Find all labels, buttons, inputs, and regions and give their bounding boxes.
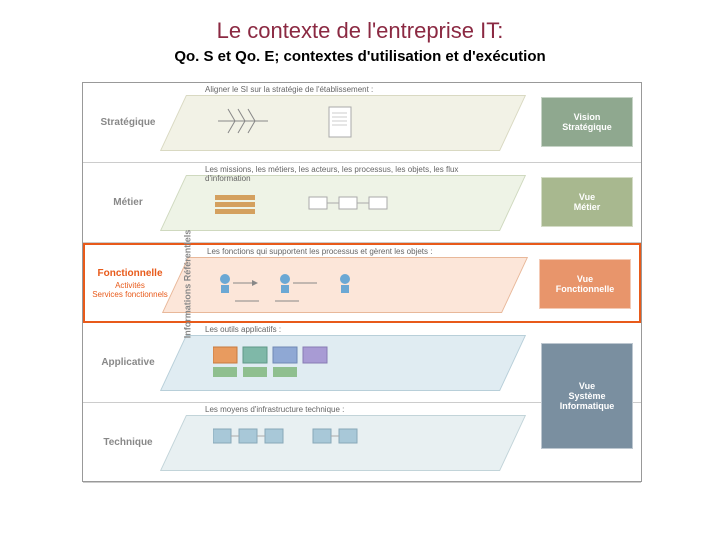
- apps-icon: [213, 343, 413, 383]
- layer-desc: Les moyens d'infrastructure technique :: [205, 405, 344, 414]
- vue-box-metier: VueMétier: [541, 177, 633, 227]
- layer-icons: [213, 101, 513, 151]
- vue-box-fonctionnelle: VueFonctionnelle: [539, 259, 631, 309]
- layer-metier: Métier Les missions, les métiers, les ac…: [83, 163, 641, 243]
- layer-desc: Les outils applicatifs :: [205, 325, 281, 334]
- fishbone-icon: [213, 101, 283, 141]
- architecture-diagram: Stratégique Aligner le SI sur la stratég…: [82, 82, 642, 482]
- layer-desc: Les missions, les métiers, les acteurs, …: [205, 165, 465, 183]
- layer-applicative: Applicative Les outils applicatifs : Vue…: [83, 323, 641, 403]
- layer-sublabel: Activités Services fonctionnels: [92, 281, 168, 299]
- layer-desc: Les fonctions qui supportent les process…: [207, 247, 467, 256]
- layer-strategique: Stratégique Aligner le SI sur la stratég…: [83, 83, 641, 163]
- layer-icons: [213, 189, 513, 239]
- layer-desc: Aligner le SI sur la stratégie de l'étab…: [205, 85, 373, 94]
- stack-icon: [213, 193, 273, 219]
- layer-icons: [213, 423, 513, 473]
- process-icon: [307, 189, 397, 219]
- page-subtitle: Qo. S et Qo. E; contextes d'utilisation …: [0, 48, 720, 65]
- layer-icons: [213, 343, 513, 393]
- function-flow-icon: [215, 269, 455, 309]
- layer-icons: [215, 269, 515, 319]
- layer-label: Fonctionnelle Activités Services fonctio…: [85, 245, 175, 321]
- infra-icon: [213, 423, 433, 463]
- page-title: Le contexte de l'entreprise IT:: [0, 0, 720, 44]
- layer-technique: Technique Les moyens d'infrastructure te…: [83, 403, 641, 483]
- vue-box-strategique: VisionStratégique: [541, 97, 633, 147]
- document-icon: [327, 105, 357, 141]
- layer-fonctionnelle: Fonctionnelle Activités Services fonctio…: [83, 243, 641, 323]
- referentiels-bar: Informations Référentiels: [179, 165, 195, 403]
